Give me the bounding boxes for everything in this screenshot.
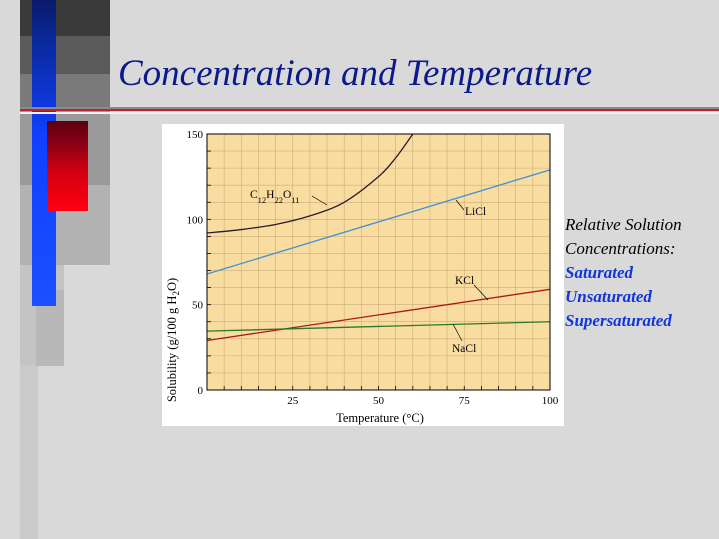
side-note: Relative Solution Concentrations: Satura… — [565, 213, 719, 333]
x-tick-label: 100 — [542, 395, 559, 407]
series-label-kcl: KCl — [455, 275, 474, 287]
label-leader-line — [311, 195, 328, 206]
y-axis-label: Solubility (g/100 g H2O) — [165, 278, 181, 402]
series-line-nacl — [206, 321, 551, 332]
solubility-chart: 25 50 75 100 0 50 100 150 C12H22O11 LiCl KCl NaCl … — [162, 124, 564, 426]
series-label-licl: LiCl — [465, 206, 486, 218]
red-accent-block — [47, 121, 88, 211]
y-tick-label: 0 — [198, 385, 204, 397]
series-label-nacl: NaCl — [452, 343, 476, 355]
series-line-kcl — [206, 288, 551, 342]
side-note-line2: Concentrations: — [565, 239, 676, 258]
series-group — [206, 133, 551, 342]
label-leader-line — [452, 323, 463, 342]
side-item-supersaturated: Supersaturated — [565, 311, 672, 330]
series-labels: C12H22O11 LiCl KCl NaCl — [250, 189, 489, 355]
axes: 25 50 75 100 0 50 100 150 — [187, 129, 559, 407]
x-tick-label: 50 — [373, 395, 385, 407]
x-tick-label: 75 — [459, 395, 471, 407]
y-tick-label: 100 — [187, 214, 204, 226]
title-divider-accent — [20, 109, 719, 111]
y-tick-label: 150 — [187, 129, 204, 141]
grid — [207, 134, 550, 390]
series-line-c12h22o11 — [206, 133, 414, 234]
x-axis-label: Temperature (°C) — [336, 411, 424, 425]
slide-title: Concentration and Temperature — [118, 53, 593, 94]
series-label-c12h22o11: C12H22O11 — [250, 189, 299, 205]
deco-block — [20, 365, 38, 539]
label-leader-line — [473, 284, 489, 301]
side-item-unsaturated: Unsaturated — [565, 287, 652, 306]
side-note-line1: Relative Solution — [565, 215, 682, 234]
side-item-saturated: Saturated — [565, 263, 634, 282]
title-divider-highlight — [20, 112, 719, 114]
label-leader-line — [455, 199, 465, 211]
series-line-licl — [206, 169, 551, 275]
x-tick-label: 25 — [287, 395, 299, 407]
y-tick-label: 50 — [192, 300, 204, 312]
